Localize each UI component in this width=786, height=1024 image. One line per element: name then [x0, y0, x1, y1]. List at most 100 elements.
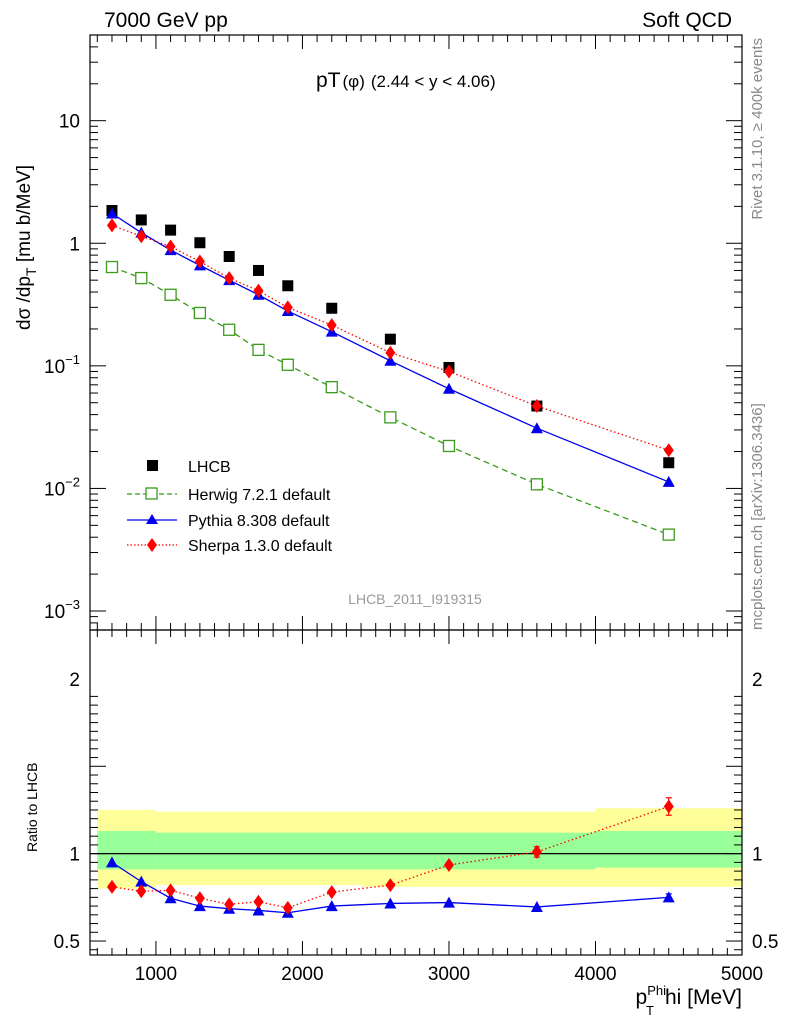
- lhcb-point: [663, 457, 675, 469]
- green-band: [155, 832, 362, 870]
- legend-herwig: Herwig 7.2.1 default: [188, 487, 331, 504]
- pythia-point: [530, 900, 543, 912]
- main-ytick-label: 10−2: [44, 474, 80, 500]
- herwig-point: [325, 381, 338, 394]
- green-band: [595, 830, 742, 868]
- lhcb-point: [194, 237, 206, 249]
- herwig-point: [105, 260, 119, 274]
- sherpa-point: [385, 345, 396, 360]
- main-ytick-label: 1: [69, 234, 80, 255]
- sherpa-line: [111, 224, 669, 451]
- green-band: [361, 832, 596, 870]
- pythia-point: [164, 892, 177, 904]
- ratio-ytick-label-left: 1: [69, 845, 80, 866]
- sherpa-point: [385, 878, 396, 893]
- ratio-axes: 1000 2000 3000 4000 5000 0.5 0.5 1 1 2 2: [54, 630, 778, 985]
- sherpa-point: [165, 883, 176, 898]
- legend-sherpa: Sherpa 1.3.0 default: [188, 538, 333, 555]
- lhcb-point: [223, 250, 235, 262]
- pythia-point: [105, 207, 118, 219]
- sherpa-point: [282, 900, 293, 915]
- rivet-label: Rivet 3.1.10, ≥ 400k events: [749, 38, 766, 220]
- herwig-line: [111, 266, 669, 536]
- main-axes: 10−3 10−2 10−1 1 10: [44, 34, 743, 631]
- sherpa-point: [531, 844, 542, 859]
- sherpa-point: [663, 799, 674, 814]
- mcplots-label: mcplots.cern.ch [arXiv:1306.3436]: [749, 403, 766, 630]
- sherpa-point: [136, 884, 147, 899]
- pythia-point: [252, 904, 265, 916]
- sherpa-point: [531, 399, 542, 414]
- herwig-point: [384, 411, 397, 424]
- herwig-point: [252, 343, 265, 357]
- legend-herwig-marker: [145, 487, 158, 500]
- ratio-ytick-label-right: 2: [752, 670, 763, 691]
- ratio-frame: [89, 629, 743, 956]
- sherpa-point: [106, 218, 117, 233]
- sherpa-point: [443, 858, 454, 873]
- pythia-ratio-line: [111, 861, 669, 914]
- sherpa-point: [443, 364, 454, 379]
- x-axis-label: pPhi Thi [MeV]: [636, 983, 742, 1018]
- pythia-point: [442, 896, 455, 908]
- pythia-point: [530, 422, 543, 434]
- pythia-point: [193, 900, 206, 912]
- ratio-ytick-label-left: 0.5: [54, 932, 80, 953]
- herwig-point: [193, 306, 207, 320]
- herwig-point: [281, 358, 294, 371]
- sherpa-point: [326, 318, 337, 333]
- plot-title: pT (φ) (2.44 < y < 4.06): [316, 69, 496, 92]
- lhcb-point: [135, 214, 147, 226]
- pythia-point: [662, 891, 675, 903]
- green-band: [97, 830, 156, 870]
- pythia-point: [135, 875, 148, 887]
- lhcb-point: [165, 224, 177, 236]
- sherpa-point: [194, 891, 205, 906]
- sherpa-point: [194, 254, 205, 269]
- herwig-point: [442, 439, 456, 453]
- herwig-point: [530, 478, 544, 491]
- sherpa-point: [253, 894, 264, 909]
- sherpa-point: [282, 300, 293, 315]
- pythia-line: [111, 212, 669, 483]
- x-tick-label: 3000: [428, 964, 470, 985]
- x-tick-label: 5000: [721, 964, 763, 985]
- herwig-point: [662, 528, 675, 541]
- sherpa-point: [165, 239, 176, 254]
- sherpa-ratio-line: [111, 805, 669, 909]
- lhcb-point: [282, 280, 294, 292]
- main-ytick-label: 10−3: [44, 597, 80, 623]
- sherpa-point: [326, 885, 337, 900]
- pythia-point: [325, 900, 338, 912]
- main-ylabel: dσ /dpT [mu b/MeV]: [14, 165, 39, 330]
- ratio-ytick-label-right: 0.5: [752, 932, 778, 953]
- ratio-uncertainty-bands: [90, 808, 742, 889]
- ratio-series: [105, 797, 675, 918]
- legend-pythia: Pythia 8.308 default: [188, 513, 330, 530]
- ratio-ytick-label-left: 2: [69, 670, 80, 691]
- legend-lhcb-marker: [147, 460, 158, 471]
- main-series: [105, 205, 675, 541]
- legend: LHCB Herwig 7.2.1 default Pythia 8.308 d…: [127, 459, 333, 555]
- ratio-ylabel: Ratio to LHCB: [24, 763, 40, 852]
- pythia-point: [105, 856, 118, 868]
- legend-lhcb: LHCB: [188, 459, 231, 476]
- sherpa-point: [136, 229, 147, 244]
- sherpa-point: [253, 283, 264, 298]
- legend-pythia-marker: [146, 514, 158, 524]
- legend-sherpa-marker: [147, 538, 157, 552]
- pythia-point: [384, 354, 397, 366]
- x-tick-label: 4000: [574, 964, 616, 985]
- x-tick-label: 1000: [135, 964, 177, 985]
- ratio-ytick-label-right: 1: [752, 845, 763, 866]
- main-ytick-label: 10: [59, 112, 80, 133]
- herwig-point: [135, 271, 148, 285]
- lhcb-point: [326, 302, 338, 314]
- pythia-point: [442, 382, 455, 394]
- lhcb-point: [252, 264, 264, 276]
- header-left: 7000 GeV pp: [104, 9, 228, 32]
- pythia-point: [662, 475, 675, 487]
- sherpa-point: [663, 443, 674, 458]
- sherpa-point: [224, 271, 235, 286]
